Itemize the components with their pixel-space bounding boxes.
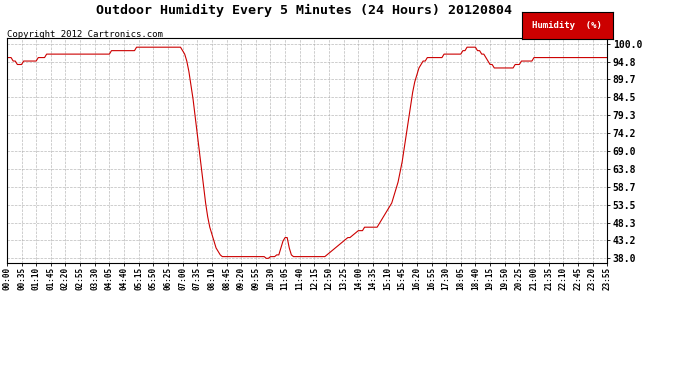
Text: Copyright 2012 Cartronics.com: Copyright 2012 Cartronics.com <box>7 30 163 39</box>
Text: Outdoor Humidity Every 5 Minutes (24 Hours) 20120804: Outdoor Humidity Every 5 Minutes (24 Hou… <box>96 4 511 17</box>
Text: Humidity  (%): Humidity (%) <box>532 21 602 30</box>
